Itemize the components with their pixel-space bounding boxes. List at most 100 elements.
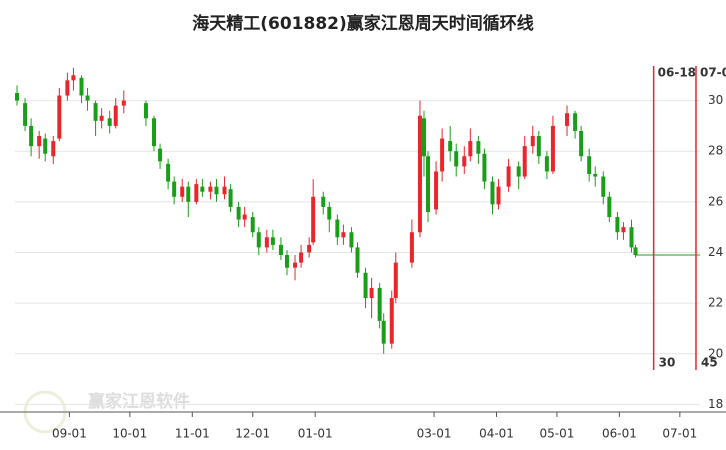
candle-body: [23, 103, 28, 126]
x-tick-label: 07-01: [662, 427, 697, 441]
candle-body: [355, 247, 360, 273]
watermark: 赢家江恩软件: [88, 391, 190, 412]
candle-body: [462, 156, 467, 167]
candle-body: [43, 138, 48, 154]
candle-body: [113, 105, 118, 126]
candle-body: [506, 166, 511, 187]
candle-body: [256, 232, 261, 248]
candle-body: [200, 186, 205, 192]
candle-body: [51, 141, 56, 157]
candle-body: [85, 95, 90, 101]
candle-body: [278, 244, 283, 256]
candle-body: [349, 232, 354, 248]
candle-body: [601, 176, 606, 197]
candle-body: [516, 166, 521, 177]
y-tick-label: 28: [708, 144, 723, 158]
candle-body: [307, 244, 312, 253]
candle-body: [482, 153, 487, 182]
candle-body: [377, 287, 382, 321]
candle-body: [550, 125, 555, 172]
candle-body: [421, 118, 426, 157]
candle-body: [327, 206, 332, 220]
candle-body: [593, 174, 598, 177]
candle-body: [389, 298, 394, 344]
candle-body: [496, 186, 501, 205]
candle-body: [311, 196, 316, 243]
candle-body: [621, 227, 626, 233]
candle-body: [393, 262, 398, 299]
candle-body: [79, 77, 84, 96]
candle-body: [579, 130, 584, 157]
candle-body: [615, 217, 620, 233]
candle-body: [57, 95, 62, 139]
candle-body: [93, 103, 98, 121]
candle-body: [434, 171, 439, 210]
candle-body: [194, 184, 199, 202]
candle-body: [417, 115, 422, 233]
candle-body: [573, 113, 578, 131]
candle-body: [270, 237, 275, 245]
y-tick-label: 22: [708, 296, 723, 310]
x-tick-label: 04-01: [479, 427, 514, 441]
candle-body: [250, 217, 255, 233]
candle-body: [409, 232, 414, 263]
candle-body: [284, 255, 289, 268]
candle-body: [440, 138, 445, 172]
candle-body: [476, 141, 481, 154]
x-tick-label: 11-01: [175, 427, 210, 441]
candle-body: [587, 156, 592, 174]
candle-body: [107, 118, 112, 126]
x-tick-label: 06-01: [602, 427, 637, 441]
candle-body: [143, 103, 148, 119]
y-tick-label: 26: [708, 194, 723, 208]
candle-body: [242, 214, 247, 220]
candle-body: [158, 148, 163, 162]
candle-body: [37, 136, 42, 147]
candle-body: [426, 156, 431, 212]
chart-title: 海天精工(601882)赢家江恩周天时间循环线: [192, 13, 534, 34]
y-tick-label: 20: [708, 346, 723, 360]
candle-body: [530, 136, 535, 147]
candle-body: [121, 100, 126, 106]
cycle-label: 30: [659, 356, 676, 370]
candle-body: [65, 80, 70, 96]
candle-body: [565, 113, 570, 126]
candle-body: [29, 125, 34, 147]
candle-body: [448, 141, 453, 152]
x-tick-label: 03-01: [417, 427, 452, 441]
cycle-date: 07-09: [700, 66, 726, 80]
x-tick-label: 09-01: [52, 427, 87, 441]
candle-body: [633, 247, 638, 256]
candle-body: [490, 181, 495, 205]
candle-body: [15, 92, 20, 101]
candle-body: [522, 146, 527, 177]
y-tick-label: 30: [708, 93, 723, 107]
candle-body: [222, 186, 227, 195]
candle-body: [341, 232, 346, 238]
candle-body: [381, 320, 386, 344]
x-tick-label: 05-01: [540, 427, 575, 441]
candle-body: [369, 287, 374, 299]
candle-body: [236, 206, 241, 220]
y-tick-label: 24: [708, 245, 723, 259]
candle-body: [180, 186, 185, 197]
cycle-label: 45: [701, 356, 718, 370]
candle-body: [166, 163, 171, 182]
candle-body: [99, 115, 104, 121]
candle-body: [293, 262, 298, 268]
x-tick-label: 12-01: [235, 427, 270, 441]
candle-body: [208, 186, 213, 192]
x-tick-label: 10-01: [112, 427, 147, 441]
candle-body: [454, 151, 459, 167]
candle-body: [321, 196, 326, 207]
candle-body: [536, 136, 541, 157]
candle-body: [629, 227, 634, 248]
candle-body: [172, 181, 177, 197]
candle-body: [299, 252, 304, 263]
candle-body: [228, 189, 233, 207]
candle-body: [544, 156, 549, 172]
candle-body: [214, 186, 219, 195]
x-tick-label: 01-01: [298, 427, 333, 441]
candle-body: [186, 186, 191, 202]
